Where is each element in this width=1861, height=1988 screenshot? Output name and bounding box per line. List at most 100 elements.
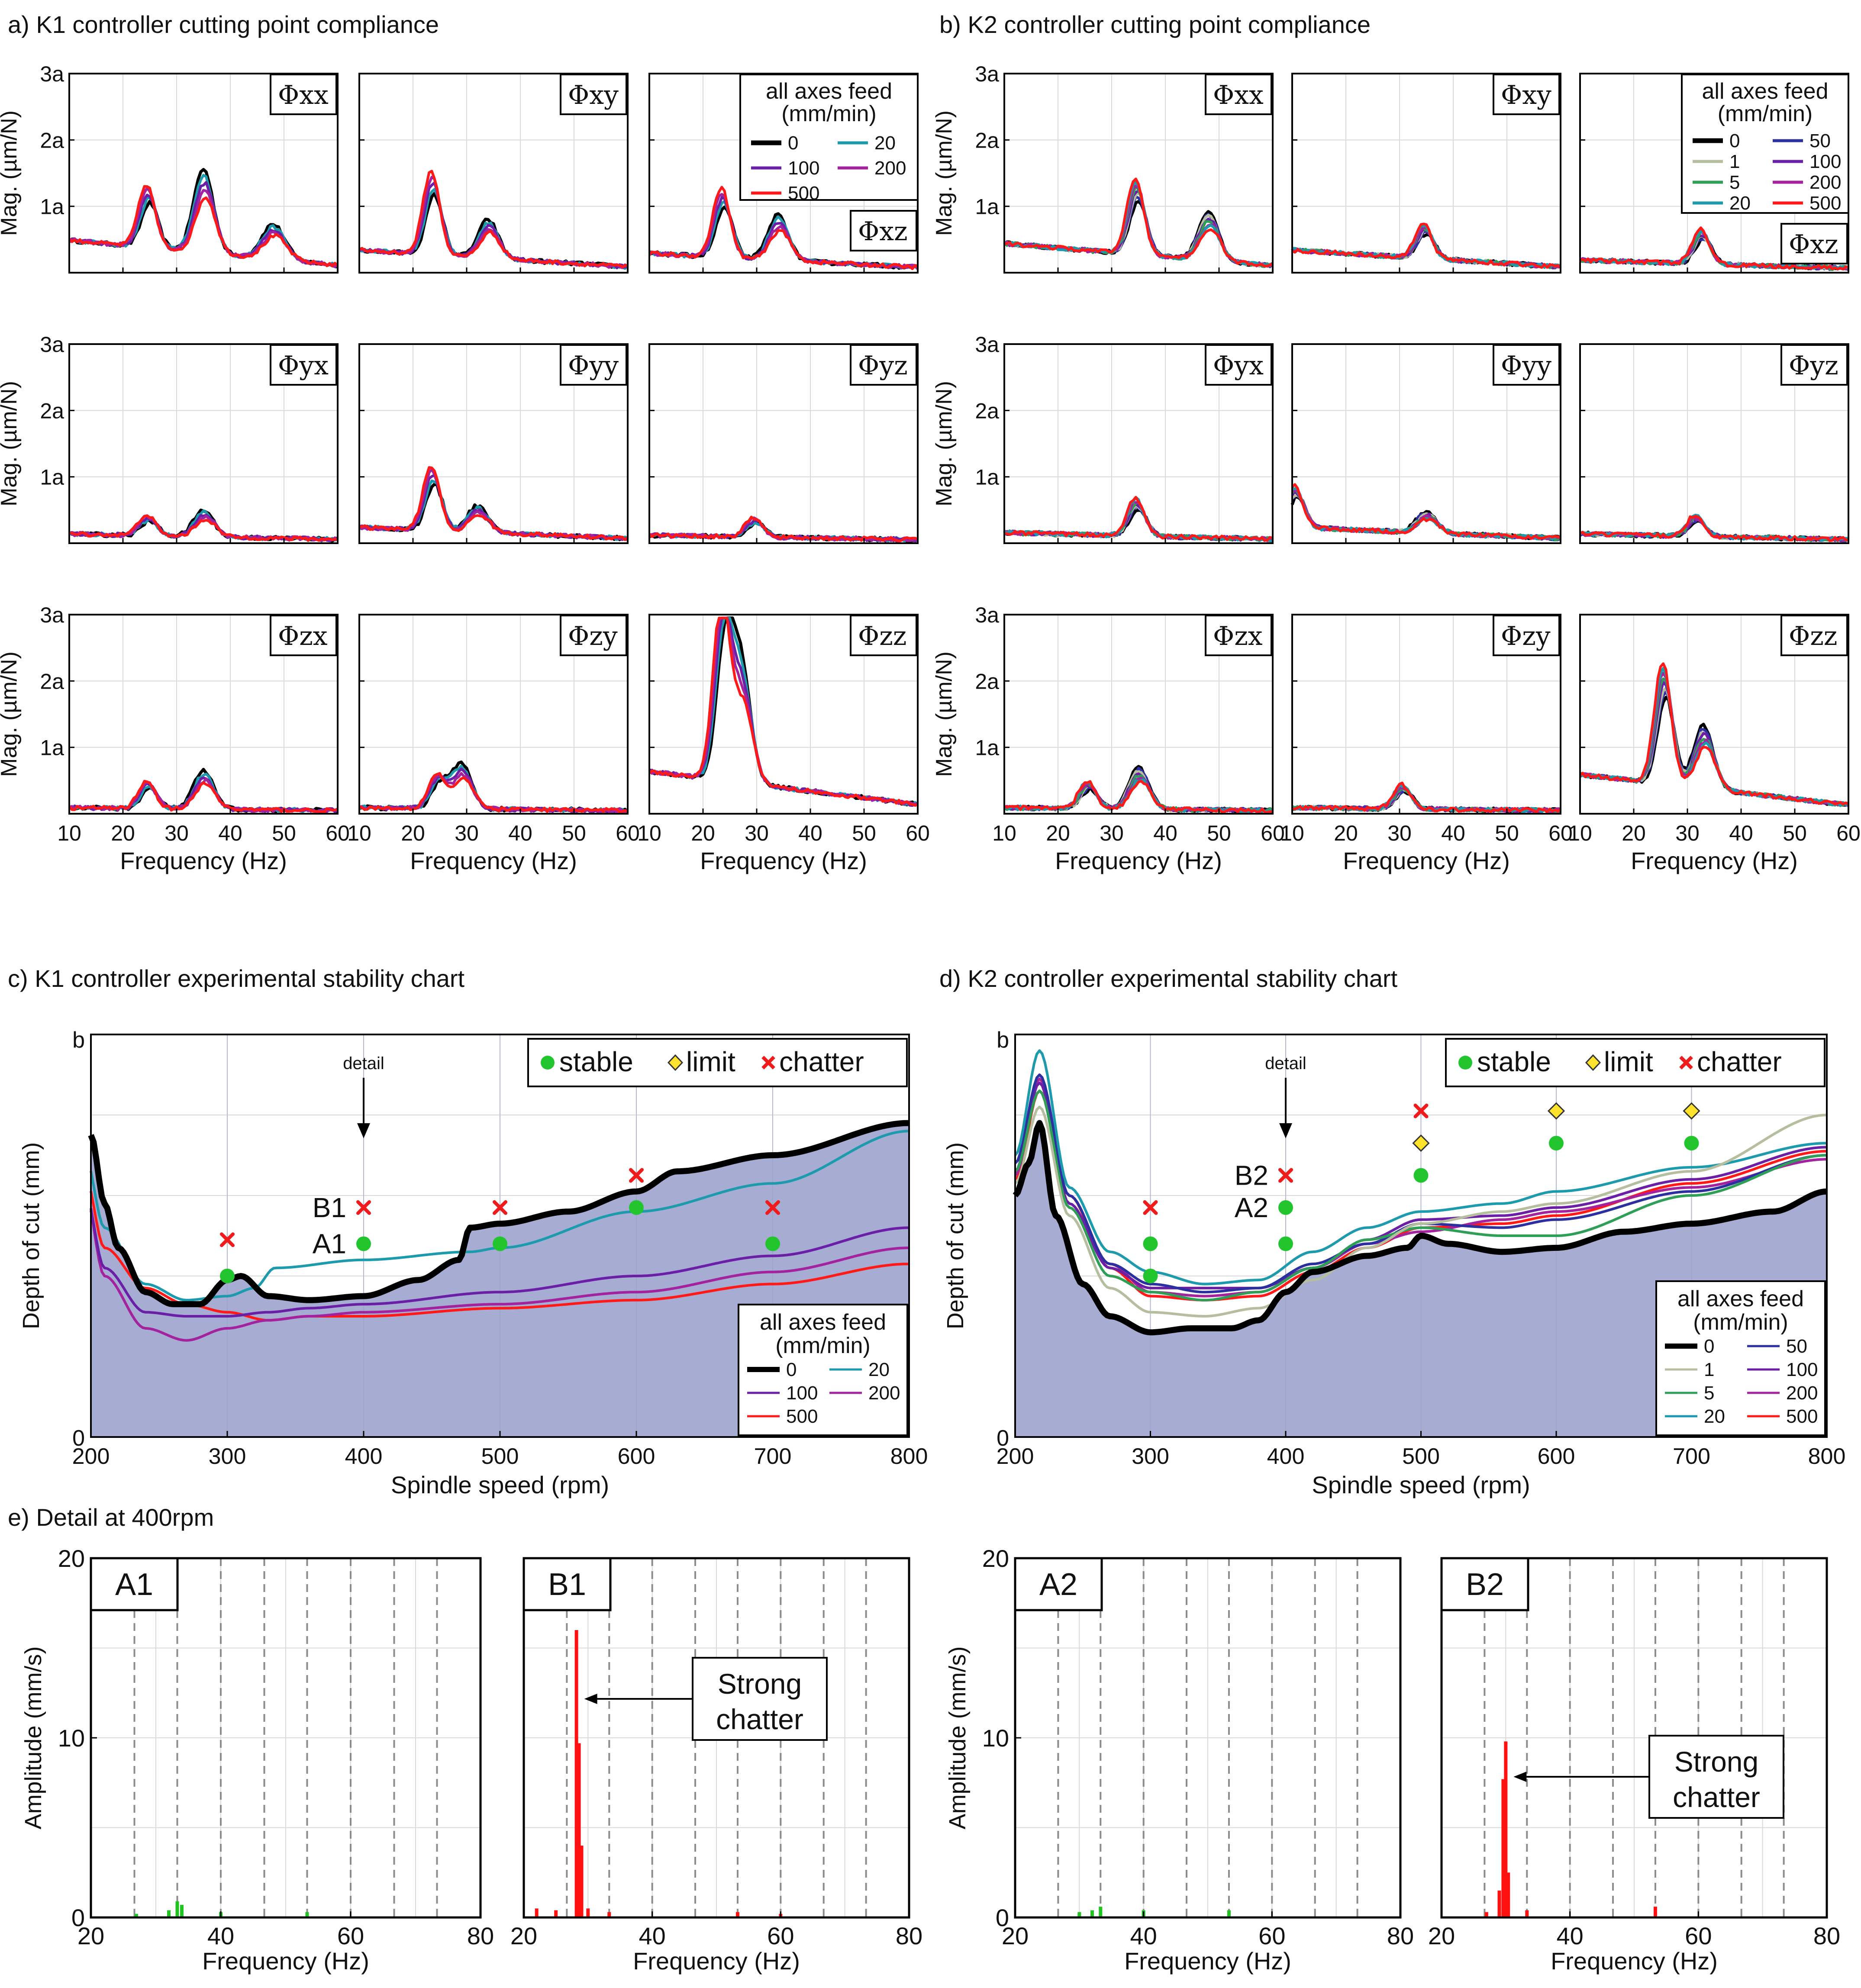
legend-title: (mm/min) — [781, 101, 877, 126]
legend-label: 200 — [1809, 172, 1841, 193]
feed-legend: all axes feed(mm/min)0 20 100 200 500 — [738, 1304, 908, 1436]
marker-legend: stable limit chatter — [1445, 1038, 1826, 1087]
frf-label-text: Φxz — [858, 216, 908, 247]
x-tick-label: 20 — [77, 1922, 104, 1949]
x-tick-label: 30 — [164, 821, 189, 845]
legend-label: 0 — [786, 1359, 797, 1380]
spectrum-bar — [1497, 1890, 1501, 1917]
x-tick-label: 200 — [72, 1444, 110, 1469]
legend-item: 0 — [1693, 130, 1740, 151]
legend-item: 0 — [747, 1359, 797, 1380]
frf-label-text: Φyz — [1789, 351, 1838, 381]
frf-panel-k2-xx: Φxx 1a 2a 3a Mag. (µm/N) — [932, 62, 1274, 274]
frf-label-text: Φyy — [1501, 351, 1551, 381]
detail-label: detail — [343, 1054, 384, 1073]
callout-arrowhead — [1513, 1772, 1527, 1782]
frf-panel-k2-yy: Φyy — [1290, 343, 1562, 544]
frf-label-text: Φzx — [1213, 621, 1263, 651]
spectrum-bar — [1653, 1907, 1657, 1917]
frf-series-500 — [648, 616, 919, 807]
frf-label-text: Φzz — [858, 621, 906, 651]
frf-label: Φyz — [1780, 344, 1848, 386]
chatter-marker — [1143, 1200, 1158, 1215]
y-tick-label: 3a — [975, 332, 999, 357]
stable-marker — [1413, 1168, 1429, 1183]
y-tick-label: 1a — [40, 465, 64, 490]
stable-marker — [629, 1200, 644, 1215]
frf-label: Φxx — [1205, 74, 1272, 115]
legend-stable-label: stable — [1477, 1046, 1551, 1077]
frf-label: Φyz — [850, 344, 917, 386]
chatter-stroke — [629, 1168, 644, 1183]
section-title-b: b) K2 controller cutting point complianc… — [939, 11, 1371, 38]
spectrum-bar — [735, 1912, 739, 1917]
legend-title: (mm/min) — [1718, 101, 1813, 126]
legend-item: 5 — [1665, 1382, 1714, 1404]
legend-title: all axes feed — [1702, 79, 1829, 104]
x-axis-label: Frequency (Hz) — [1055, 847, 1222, 874]
frf-panel-k1-xy: Φxy — [358, 73, 629, 274]
y-axis-label: Depth of cut (mm) — [942, 1142, 968, 1329]
legend-label: 100 — [1809, 151, 1841, 172]
legend-item: 100 — [747, 1382, 818, 1404]
legend-item: 500 — [1773, 193, 1841, 214]
x-tick-label: 500 — [481, 1444, 519, 1469]
legend-label: 100 — [786, 1382, 818, 1404]
y-axis-label: Mag. (µm/N) — [932, 651, 957, 777]
x-tick-label: 40 — [1441, 821, 1465, 845]
legend-limit-label: limit — [686, 1046, 735, 1077]
legend-label: 20 — [1704, 1406, 1725, 1427]
marker-legend: stable limit chatter — [527, 1038, 908, 1087]
frf-panel-k2-yx: Φyx 1a 2a 3a Mag. (µm/N) — [932, 332, 1274, 544]
limit-marker — [1683, 1102, 1700, 1120]
legend-item: 100 — [1747, 1359, 1818, 1380]
stability-series-200 — [90, 1210, 910, 1342]
detail-arrowhead — [357, 1123, 370, 1138]
panel-label: A1 — [115, 1567, 153, 1602]
y-tick-label: 0 — [996, 1904, 1009, 1931]
frf-label-text: Φyx — [278, 351, 329, 381]
legend-label: 50 — [1786, 1336, 1807, 1357]
frf-panel-k1-yz: Φyz — [648, 343, 919, 544]
x-tick-label: 600 — [1538, 1444, 1575, 1469]
frf-label-box — [270, 74, 337, 115]
frf-series-500 — [359, 170, 628, 268]
x-axis-label: Frequency (Hz) — [410, 847, 577, 874]
y-tick-label: b — [997, 1028, 1009, 1053]
x-tick-label: 80 — [467, 1922, 494, 1949]
frf-label-box — [1493, 74, 1560, 115]
x-tick-label: 60 — [326, 821, 350, 845]
spectrum-bar — [1484, 1912, 1488, 1917]
y-tick-label: 3a — [40, 332, 64, 357]
legend-label: 1 — [1729, 151, 1740, 172]
x-tick-label: 60 — [1548, 821, 1573, 845]
chatter-stroke — [220, 1232, 235, 1247]
frf-label: Φxz — [850, 210, 917, 251]
chatter-marker — [220, 1232, 235, 1247]
legend-item: 20 — [1665, 1406, 1725, 1427]
legend-label: 500 — [786, 1406, 818, 1427]
plot-frame — [1291, 73, 1561, 274]
chatter-marker — [629, 1168, 644, 1183]
point-label: A2 — [1235, 1192, 1268, 1223]
frf-label-text: Φyy — [568, 351, 619, 381]
frf-series-500 — [1579, 662, 1849, 806]
stability-series-1 — [1014, 1105, 1827, 1318]
legend-label: 20 — [874, 132, 896, 154]
legend-chatter-label: chatter — [1697, 1046, 1782, 1077]
stable-marker — [1278, 1236, 1293, 1251]
frf-series-500 — [1291, 222, 1561, 269]
legend-item: 5 — [1693, 172, 1740, 193]
chatter-stroke — [1413, 1103, 1429, 1118]
legend-stable-marker — [541, 1056, 555, 1070]
spectrum-bar — [607, 1912, 611, 1917]
x-axis-label: Frequency (Hz) — [1551, 1947, 1718, 1975]
legend-label: 100 — [788, 158, 819, 179]
legend-label: 200 — [1786, 1382, 1818, 1404]
plot-frame — [358, 73, 629, 274]
legend-item: 50 — [1773, 130, 1831, 151]
y-tick-label: 3a — [40, 62, 64, 86]
spectrum-bar — [554, 1910, 558, 1917]
chatter-marker — [1413, 1103, 1429, 1118]
